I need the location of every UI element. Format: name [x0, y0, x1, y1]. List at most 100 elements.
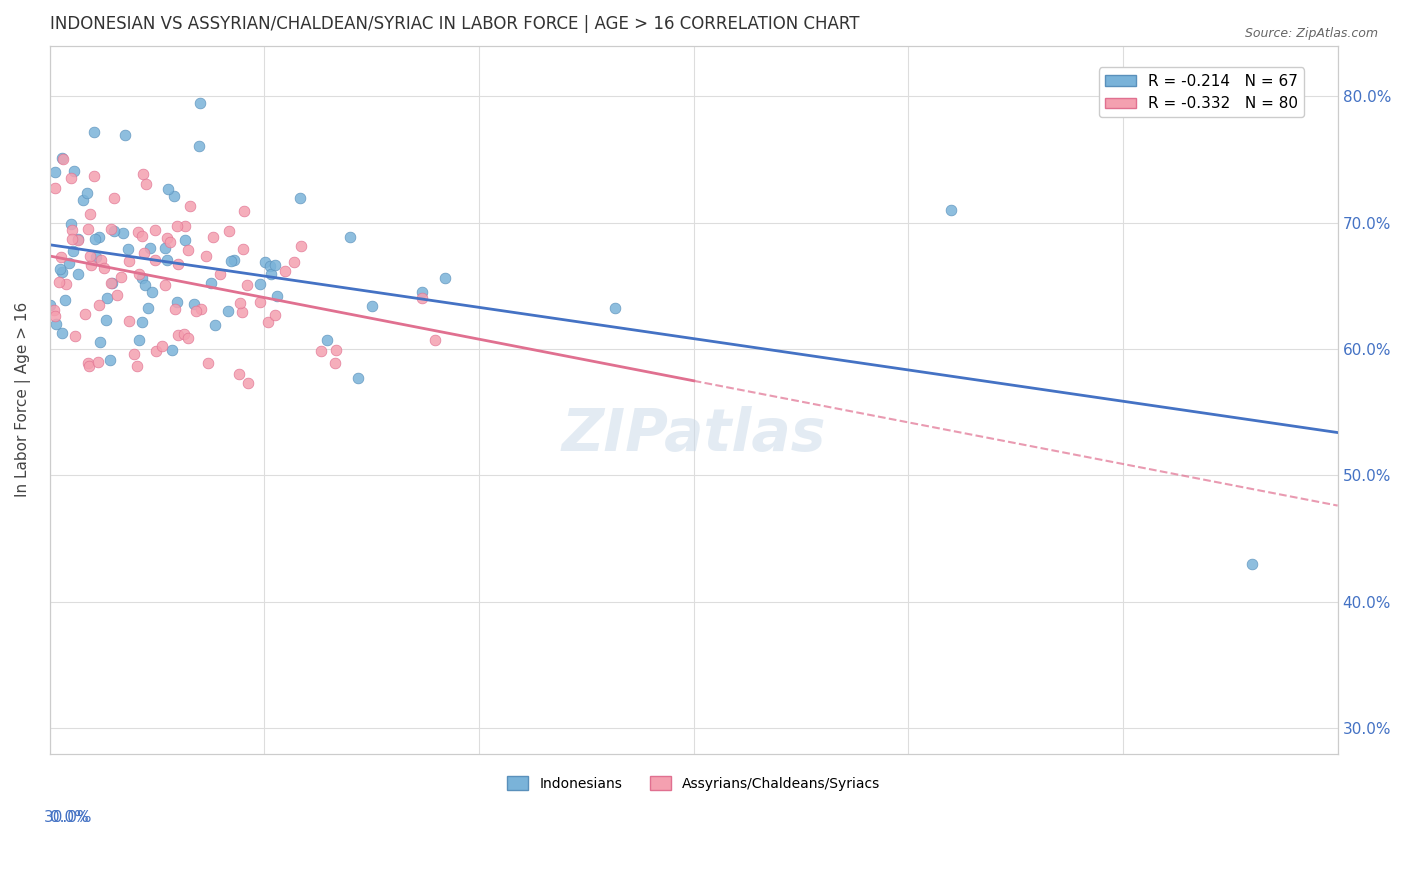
Point — [86, 355, 108, 369]
Point — [155, 277, 177, 292]
Point — [163, 301, 186, 316]
Point — [89, 334, 111, 349]
Point — [63, 329, 86, 343]
Point — [166, 294, 188, 309]
Point — [51, 326, 73, 340]
Point — [83, 125, 105, 139]
Point — [311, 344, 333, 359]
Point — [62, 223, 84, 237]
Point — [44, 181, 66, 195]
Point — [77, 359, 100, 373]
Point — [195, 249, 218, 263]
Point — [231, 305, 253, 319]
Point — [128, 268, 150, 282]
Point — [235, 278, 257, 293]
Point — [67, 232, 90, 246]
Point — [131, 271, 153, 285]
Point — [79, 249, 101, 263]
Text: Source: ZipAtlas.com: Source: ZipAtlas.com — [1244, 27, 1378, 40]
Point — [1240, 557, 1263, 571]
Point — [218, 225, 240, 239]
Text: ZIPatlas: ZIPatlas — [561, 407, 825, 464]
Point — [96, 292, 118, 306]
Point — [49, 261, 72, 276]
Point — [44, 165, 66, 179]
Point — [263, 309, 285, 323]
Point — [283, 255, 305, 269]
Point — [229, 296, 252, 310]
Point — [67, 267, 90, 281]
Point — [141, 285, 163, 299]
Point — [173, 327, 195, 342]
Point — [66, 234, 89, 248]
Point — [89, 229, 111, 244]
Point — [49, 250, 72, 264]
Point — [107, 288, 129, 302]
Point — [52, 153, 75, 167]
Point — [84, 232, 107, 246]
Point — [339, 230, 361, 244]
Legend: R = -0.214   N = 67, R = -0.332   N = 80: R = -0.214 N = 67, R = -0.332 N = 80 — [1099, 68, 1305, 118]
Point — [44, 310, 66, 324]
Point — [259, 259, 281, 273]
Point — [89, 297, 111, 311]
Point — [131, 167, 153, 181]
Point — [204, 318, 226, 333]
Point — [325, 343, 347, 357]
Point — [174, 233, 197, 247]
Point — [288, 191, 311, 205]
Point — [143, 253, 166, 268]
Point — [188, 95, 211, 110]
Point — [217, 304, 239, 318]
Point — [167, 327, 190, 342]
Point — [256, 315, 278, 329]
Point — [62, 164, 84, 178]
Point — [73, 307, 96, 321]
Point — [274, 263, 297, 277]
Point — [134, 277, 156, 292]
Point — [131, 228, 153, 243]
Point — [166, 219, 188, 233]
Point — [139, 241, 162, 255]
Point — [411, 291, 433, 305]
Point — [132, 245, 155, 260]
Point — [84, 250, 107, 264]
Text: INDONESIAN VS ASSYRIAN/CHALDEAN/SYRIAC IN LABOR FORCE | AGE > 16 CORRELATION CHA: INDONESIAN VS ASSYRIAN/CHALDEAN/SYRIAC I… — [49, 15, 859, 33]
Point — [202, 230, 225, 244]
Point — [174, 219, 197, 233]
Point — [60, 171, 83, 186]
Point — [125, 359, 148, 374]
Point — [605, 301, 627, 315]
Point — [160, 343, 183, 358]
Point — [98, 353, 121, 368]
Point — [222, 253, 245, 268]
Point — [131, 315, 153, 329]
Point — [118, 314, 141, 328]
Point — [177, 331, 200, 345]
Point — [316, 334, 339, 348]
Point — [100, 276, 122, 290]
Point — [122, 347, 145, 361]
Point — [238, 376, 260, 390]
Point — [77, 221, 100, 235]
Point — [197, 356, 219, 370]
Point — [187, 139, 209, 153]
Point — [93, 261, 115, 276]
Point — [90, 253, 112, 268]
Point — [80, 258, 103, 272]
Point — [190, 302, 212, 317]
Point — [941, 202, 963, 217]
Point — [157, 182, 180, 196]
Point — [76, 186, 98, 200]
Point — [79, 206, 101, 220]
Point — [118, 253, 141, 268]
Point — [128, 333, 150, 347]
Point — [135, 177, 157, 191]
Point — [72, 193, 94, 207]
Point — [110, 270, 132, 285]
Point — [167, 257, 190, 271]
Point — [219, 254, 242, 268]
Text: 30.0%: 30.0% — [44, 810, 93, 825]
Point — [94, 313, 117, 327]
Point — [101, 276, 124, 290]
